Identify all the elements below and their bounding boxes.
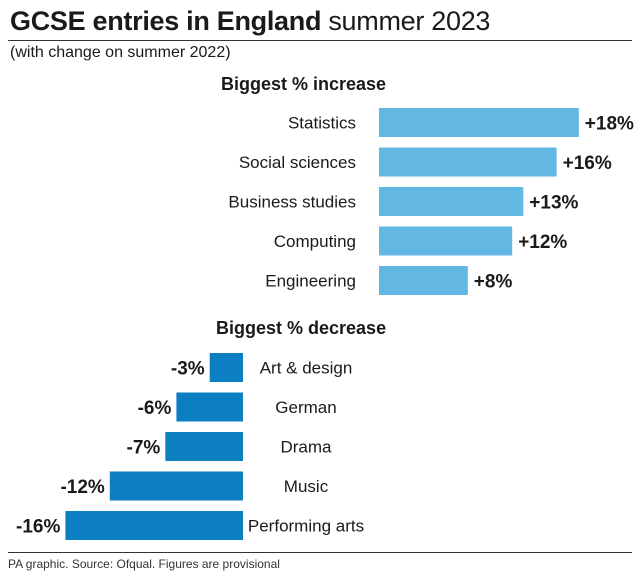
chart-title: GCSE entries in England summer 2023 xyxy=(10,6,490,37)
value-label-decrease-0: -3% xyxy=(171,359,205,380)
category-label-increase-1: Social sciences xyxy=(239,153,356,172)
value-label-increase-1: +16% xyxy=(563,153,612,174)
top-divider xyxy=(8,40,632,41)
chart-title-light: summer 2023 xyxy=(328,6,491,36)
category-label-decrease-0: Art & design xyxy=(260,359,353,378)
bar-increase-4 xyxy=(379,266,468,295)
value-label-decrease-3: -12% xyxy=(60,477,104,498)
value-label-decrease-1: -6% xyxy=(138,398,172,419)
bar-increase-3 xyxy=(379,226,513,256)
category-label-decrease-2: Drama xyxy=(280,438,332,457)
category-label-decrease-3: Music xyxy=(284,477,329,496)
chart-subtitle: (with change on summer 2022) xyxy=(10,44,231,61)
bar-decrease-1 xyxy=(176,392,243,422)
bar-increase-1 xyxy=(379,147,557,177)
value-label-increase-2: +13% xyxy=(529,193,578,214)
bar-decrease-2 xyxy=(165,432,243,461)
category-label-increase-4: Engineering xyxy=(265,272,356,291)
value-label-increase-0: +18% xyxy=(585,114,634,135)
bar-decrease-0 xyxy=(209,353,243,382)
chart-title-bold: GCSE entries in England xyxy=(10,6,322,36)
category-label-decrease-4: Performing arts xyxy=(248,517,364,536)
decrease-section-title: Biggest % decrease xyxy=(216,318,387,338)
category-label-increase-3: Computing xyxy=(274,232,356,251)
category-label-decrease-1: German xyxy=(275,398,336,417)
category-label-increase-2: Business studies xyxy=(228,193,356,212)
category-label-increase-0: Statistics xyxy=(288,114,356,133)
value-label-decrease-4: -16% xyxy=(16,517,60,538)
source-note: PA graphic. Source: Ofqual. Figures are … xyxy=(8,557,280,571)
value-label-increase-3: +12% xyxy=(518,232,567,253)
bar-increase-2 xyxy=(379,187,524,216)
bar-decrease-4 xyxy=(65,511,244,540)
value-label-decrease-2: -7% xyxy=(127,438,161,459)
bar-increase-0 xyxy=(379,108,579,137)
increase-section-title: Biggest % increase xyxy=(221,74,387,94)
bottom-divider xyxy=(8,552,632,553)
bar-decrease-3 xyxy=(109,471,243,501)
value-label-increase-4: +8% xyxy=(474,272,513,293)
